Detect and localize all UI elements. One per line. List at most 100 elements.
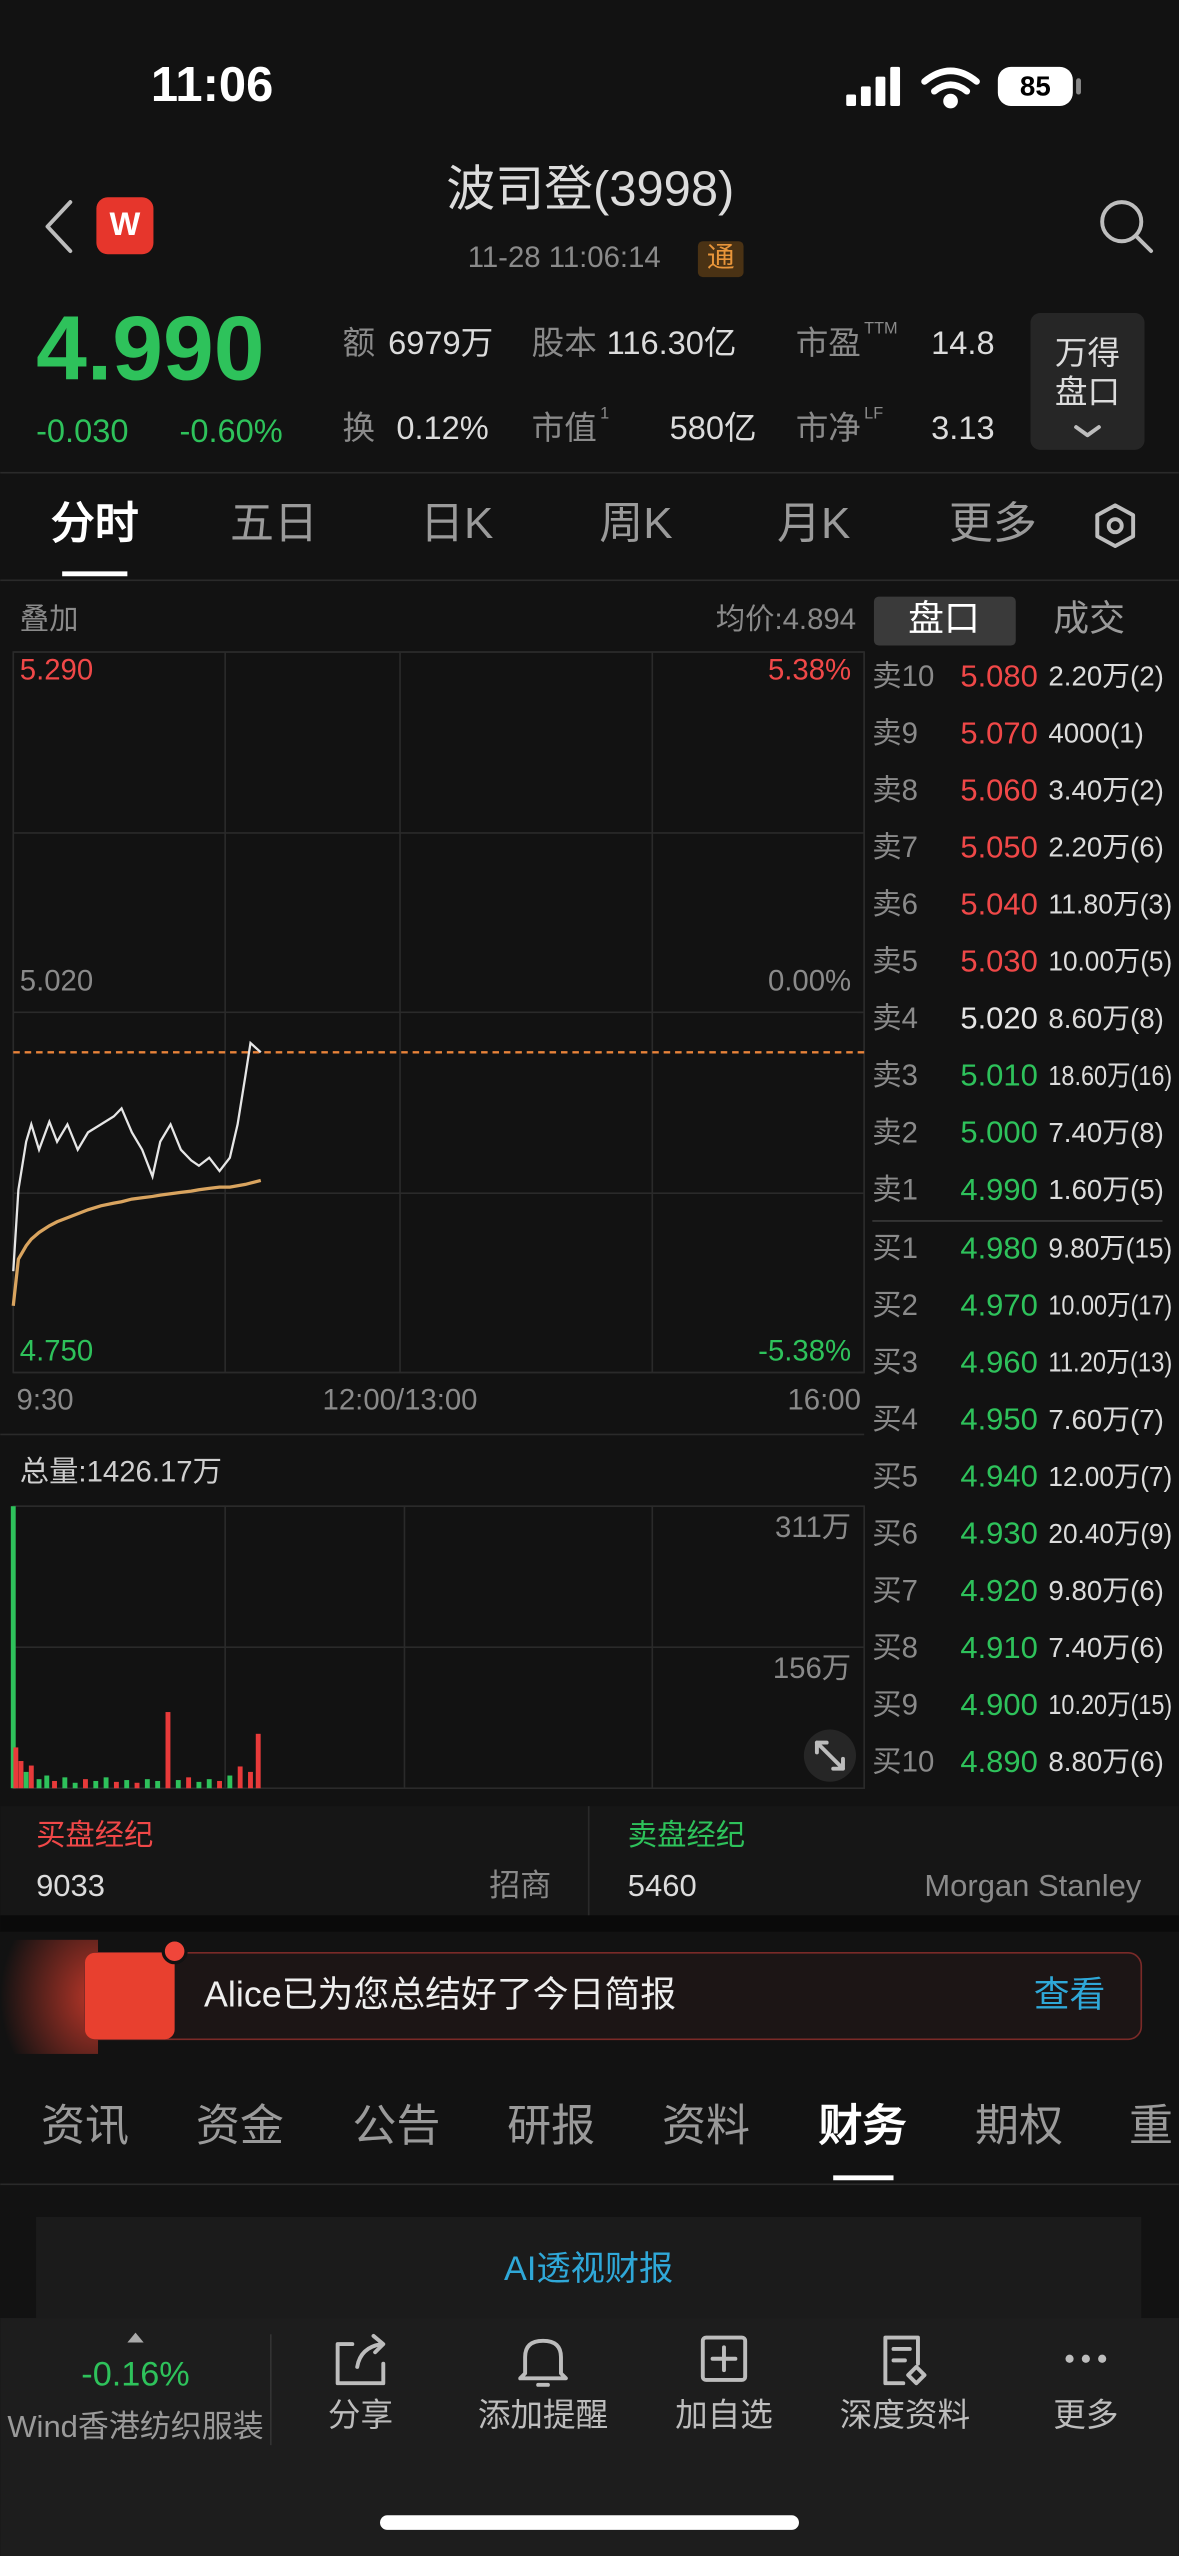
book-level: 卖8 bbox=[872, 774, 918, 807]
action-label[interactable]: 深度资料 bbox=[840, 2396, 970, 2433]
signal-icon bbox=[846, 66, 901, 106]
logo[interactable] bbox=[96, 197, 154, 255]
banner-glow bbox=[0, 1939, 99, 2054]
chart-tab[interactable]: 日K bbox=[420, 499, 493, 548]
stat-superscript: TTM bbox=[864, 320, 898, 338]
sector-change[interactable]: -0.16% bbox=[81, 2356, 189, 2394]
news-tab[interactable]: 期权 bbox=[975, 2102, 1063, 2151]
book-volume: 10.00万(17) bbox=[1048, 1290, 1172, 1321]
stat-value: 116.30亿 bbox=[607, 324, 737, 361]
news-tab[interactable]: 重 bbox=[1129, 2102, 1173, 2151]
x-tick-label: 16:00 bbox=[788, 1384, 861, 1417]
share-icon[interactable] bbox=[335, 2333, 386, 2386]
book-volume: 3.40万(2) bbox=[1048, 775, 1163, 806]
stat-value: 14.8 bbox=[931, 324, 994, 361]
volume-bar bbox=[124, 1780, 130, 1789]
action-label[interactable]: 分享 bbox=[328, 2396, 393, 2433]
book-price: 5.070 bbox=[960, 715, 1037, 750]
chart-tab[interactable]: 月K bbox=[777, 499, 850, 548]
news-tab[interactable]: 公告 bbox=[352, 2102, 440, 2151]
depth-icon[interactable] bbox=[883, 2335, 927, 2386]
book-volume: 7.40万(8) bbox=[1048, 1117, 1163, 1148]
book-level: 卖10 bbox=[872, 660, 934, 693]
book-volume: 9.80万(6) bbox=[1048, 1575, 1163, 1606]
book-volume: 8.60万(8) bbox=[1048, 1003, 1163, 1034]
battery-level: 85 bbox=[1020, 70, 1051, 101]
book-price: 5.030 bbox=[960, 944, 1037, 979]
volume-bar bbox=[44, 1775, 50, 1789]
last-price: 4.990 bbox=[36, 297, 264, 399]
book-volume: 2.20万(6) bbox=[1048, 832, 1163, 863]
settings-icon[interactable] bbox=[1095, 503, 1136, 549]
book-volume: 11.80万(3) bbox=[1048, 889, 1172, 920]
volume-bar bbox=[28, 1765, 34, 1789]
stat-superscript: 1 bbox=[600, 404, 609, 422]
book-level: 卖9 bbox=[872, 717, 918, 750]
y-tick-label: 156万 bbox=[773, 1652, 851, 1685]
broker-code: 5460 bbox=[628, 1868, 697, 1903]
y-tick-label: 5.290 bbox=[20, 653, 93, 686]
card bbox=[36, 2216, 1142, 2319]
volume-bar bbox=[155, 1780, 161, 1789]
stat-label: 市净 bbox=[796, 409, 861, 446]
book-volume: 8.80万(6) bbox=[1048, 1746, 1163, 1777]
book-volume: 1.60万(5) bbox=[1048, 1174, 1163, 1205]
card-title: AI透视财报 bbox=[504, 2250, 673, 2288]
price-line bbox=[12, 1040, 262, 1272]
volume-bar bbox=[255, 1733, 261, 1789]
y-tick-label: 311万 bbox=[775, 1511, 851, 1544]
news-tab[interactable]: 资料 bbox=[662, 2102, 750, 2151]
book-price: 4.970 bbox=[960, 1288, 1037, 1323]
news-tab[interactable]: 资金 bbox=[196, 2102, 284, 2151]
book-tab[interactable]: 盘口 bbox=[908, 599, 980, 639]
action-label[interactable]: 添加提醒 bbox=[478, 2396, 608, 2433]
book-volume: 12.00万(7) bbox=[1048, 1461, 1172, 1492]
volume-bar bbox=[217, 1780, 222, 1789]
stat-superscript: LF bbox=[864, 404, 883, 422]
banner-action[interactable]: 查看 bbox=[1034, 1974, 1106, 2014]
book-level: 卖7 bbox=[872, 831, 918, 864]
news-tab[interactable]: 财务 bbox=[819, 2102, 907, 2151]
y2-tick-label: -5.38% bbox=[758, 1335, 851, 1368]
volume-bar bbox=[103, 1777, 109, 1789]
book-price: 5.010 bbox=[960, 1058, 1037, 1093]
volume-bar bbox=[227, 1775, 233, 1789]
broker-code: 9033 bbox=[36, 1868, 105, 1903]
volume-title: 总量:1426.17万 bbox=[20, 1455, 222, 1488]
volume-bar bbox=[13, 1747, 19, 1789]
book-level: 买4 bbox=[872, 1403, 918, 1436]
book-price: 4.940 bbox=[960, 1459, 1037, 1494]
chart-tab[interactable]: 更多 bbox=[949, 499, 1037, 548]
depth-button-label: 万得 bbox=[1055, 334, 1120, 371]
banner-icon bbox=[84, 1952, 175, 2040]
search-button[interactable] bbox=[1100, 200, 1154, 253]
book-price: 4.990 bbox=[960, 1172, 1037, 1207]
book-tab[interactable]: 成交 bbox=[1053, 599, 1125, 639]
broker-name: Morgan Stanley bbox=[924, 1868, 1141, 1903]
news-tab[interactable]: 研报 bbox=[507, 2102, 595, 2151]
chart-tab[interactable]: 五日 bbox=[230, 499, 318, 548]
overlay-button[interactable]: 叠加 bbox=[20, 603, 79, 636]
book-level: 买7 bbox=[872, 1574, 918, 1607]
action-label[interactable]: 加自选 bbox=[675, 2396, 773, 2433]
chevron bbox=[1074, 425, 1101, 438]
more-icon[interactable] bbox=[1065, 2354, 1107, 2363]
volume-bar bbox=[175, 1780, 181, 1789]
chart-tab[interactable]: 周K bbox=[599, 499, 672, 548]
volume-bar bbox=[248, 1771, 253, 1789]
sector-name[interactable]: Wind香港纺织服装 bbox=[7, 2409, 263, 2444]
x-tick-label: 12:00/13:00 bbox=[323, 1384, 478, 1417]
depth-button[interactable] bbox=[1030, 312, 1145, 450]
watchlist-icon[interactable] bbox=[700, 2335, 748, 2382]
news-tab[interactable]: 资讯 bbox=[41, 2102, 129, 2151]
action-label[interactable]: 更多 bbox=[1053, 2396, 1118, 2433]
chart-tab[interactable]: 分时 bbox=[51, 499, 139, 548]
volume-bar bbox=[237, 1766, 243, 1789]
volume-bar bbox=[52, 1780, 57, 1789]
book-level: 卖5 bbox=[872, 945, 918, 978]
alert-icon[interactable] bbox=[518, 2338, 568, 2387]
back-button[interactable] bbox=[45, 200, 73, 253]
book-price: 5.020 bbox=[960, 1001, 1037, 1036]
expand-icon bbox=[814, 1740, 845, 1771]
